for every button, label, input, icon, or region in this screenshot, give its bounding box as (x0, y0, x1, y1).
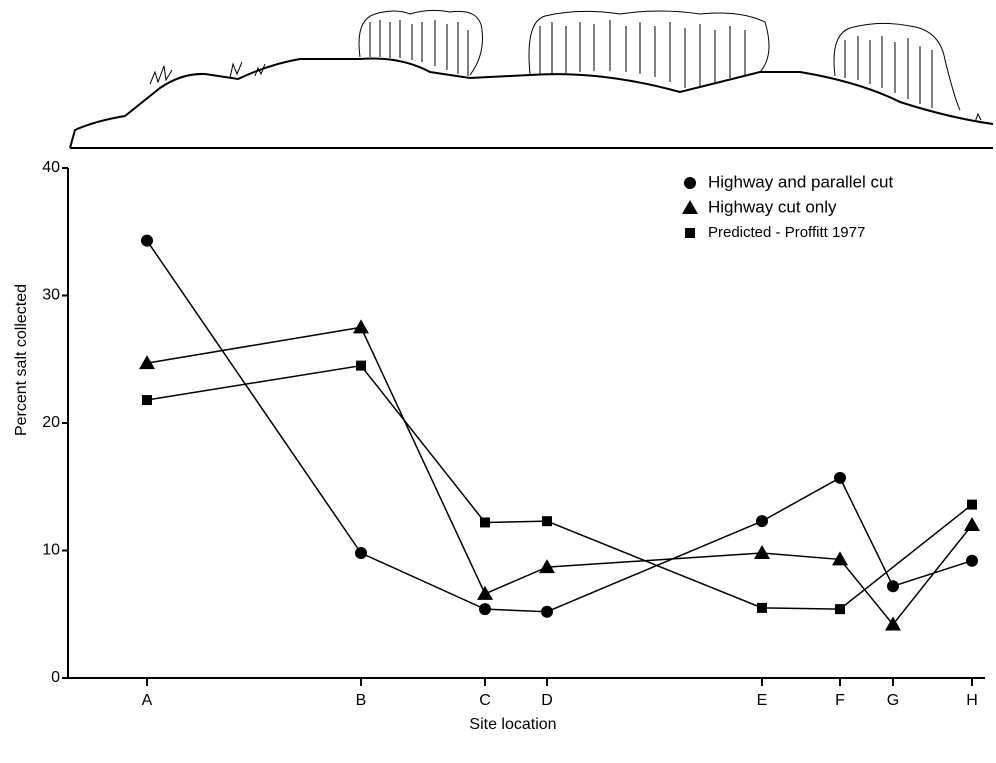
marker (756, 515, 768, 528)
x-tick-label: F (835, 692, 845, 709)
marker (139, 355, 155, 370)
x-tick-label: D (541, 692, 553, 709)
series-line (146, 326, 973, 626)
legend-label: Predicted - Proffitt 1977 (708, 224, 865, 241)
marker (834, 471, 846, 484)
marker (835, 604, 845, 615)
marker (355, 547, 367, 560)
marker (479, 603, 491, 616)
marker (832, 551, 848, 566)
y-tick-label: 10 (42, 542, 60, 559)
marker (142, 395, 152, 406)
marker (966, 554, 978, 567)
marker (477, 585, 493, 600)
marker (754, 545, 770, 560)
x-tick-label: E (757, 692, 768, 709)
x-tick-label: H (966, 692, 978, 709)
x-tick-label: B (356, 692, 367, 709)
marker (539, 559, 555, 574)
y-axis-label: Percent salt collected (13, 284, 30, 436)
y-tick-label: 20 (42, 414, 60, 431)
marker (542, 516, 552, 527)
legend-marker (684, 177, 696, 189)
series-line (146, 364, 973, 610)
series-line (146, 240, 973, 613)
y-tick-label: 0 (51, 669, 60, 686)
x-tick-label: C (479, 692, 491, 709)
marker (356, 360, 366, 371)
marker (887, 580, 899, 593)
legend-marker (682, 200, 698, 214)
marker (967, 499, 977, 510)
y-tick-label: 40 (42, 159, 60, 176)
x-tick-label: G (887, 692, 899, 709)
marker (757, 602, 767, 613)
legend-marker (685, 228, 695, 238)
marker (353, 319, 369, 334)
marker (964, 517, 980, 531)
x-tick-label: A (142, 692, 153, 709)
legend-label: Highway and parallel cut (708, 172, 893, 191)
y-tick-label: 30 (42, 287, 60, 304)
marker (141, 234, 153, 247)
x-axis-label: Site location (469, 716, 556, 733)
legend-label: Highway cut only (708, 197, 837, 216)
marker (885, 616, 901, 631)
marker (541, 605, 553, 618)
landscape-illustration (69, 9, 994, 149)
marker (480, 517, 490, 528)
